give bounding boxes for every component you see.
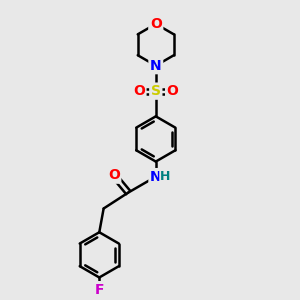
- Text: O: O: [150, 17, 162, 31]
- Text: O: O: [167, 84, 178, 98]
- Text: O: O: [133, 84, 145, 98]
- Text: N: N: [150, 59, 162, 73]
- Text: N: N: [150, 169, 162, 184]
- Text: S: S: [151, 84, 161, 98]
- Text: H: H: [160, 169, 170, 183]
- Text: F: F: [94, 283, 104, 297]
- Text: O: O: [108, 168, 120, 182]
